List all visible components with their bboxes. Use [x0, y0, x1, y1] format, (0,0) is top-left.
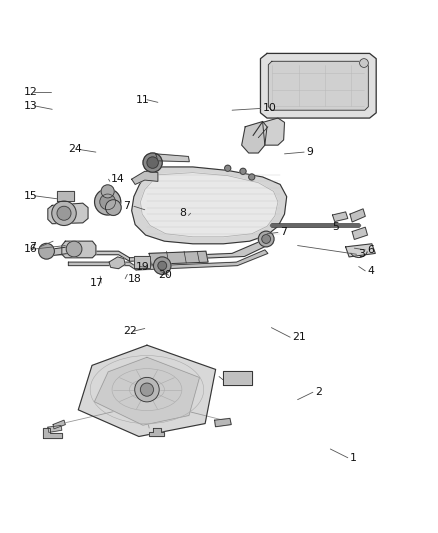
Polygon shape: [132, 167, 287, 244]
Text: 17: 17: [90, 278, 104, 288]
Circle shape: [100, 194, 116, 210]
Polygon shape: [53, 420, 65, 429]
Bar: [57, 191, 74, 201]
Circle shape: [106, 200, 121, 215]
Text: 24: 24: [68, 144, 82, 155]
Polygon shape: [78, 345, 215, 437]
Text: 14: 14: [111, 174, 124, 184]
Polygon shape: [155, 154, 189, 161]
Polygon shape: [132, 171, 158, 184]
Text: 12: 12: [23, 87, 37, 97]
Circle shape: [135, 377, 159, 402]
Text: 22: 22: [123, 326, 137, 336]
Polygon shape: [149, 251, 208, 264]
Polygon shape: [263, 118, 285, 145]
Circle shape: [262, 235, 271, 244]
Text: 7: 7: [280, 228, 287, 237]
Circle shape: [66, 241, 82, 257]
Polygon shape: [242, 122, 267, 153]
Polygon shape: [48, 203, 88, 224]
Circle shape: [258, 231, 274, 247]
Circle shape: [360, 59, 368, 67]
Polygon shape: [43, 247, 73, 256]
Polygon shape: [48, 425, 62, 432]
Text: 15: 15: [23, 191, 37, 201]
Text: 9: 9: [306, 147, 313, 157]
Polygon shape: [95, 357, 199, 425]
Text: 13: 13: [23, 101, 37, 111]
Text: 6: 6: [367, 245, 374, 255]
Polygon shape: [268, 61, 368, 110]
Polygon shape: [141, 173, 278, 237]
Circle shape: [143, 153, 162, 172]
Polygon shape: [68, 262, 136, 270]
Text: 5: 5: [332, 222, 339, 232]
Text: 1: 1: [350, 453, 357, 463]
Polygon shape: [350, 209, 365, 222]
Circle shape: [240, 168, 246, 174]
Text: 11: 11: [136, 95, 150, 104]
Text: 7: 7: [123, 201, 130, 211]
Circle shape: [101, 185, 114, 198]
Polygon shape: [149, 428, 164, 436]
Polygon shape: [352, 227, 367, 239]
Polygon shape: [62, 241, 96, 258]
Text: 10: 10: [263, 103, 276, 114]
Polygon shape: [43, 251, 130, 261]
Bar: [134, 256, 150, 268]
Circle shape: [52, 201, 76, 225]
Text: 7: 7: [29, 242, 36, 252]
Polygon shape: [109, 257, 125, 269]
Polygon shape: [43, 428, 62, 438]
Polygon shape: [332, 212, 348, 222]
Text: 4: 4: [367, 266, 374, 276]
Text: 16: 16: [23, 244, 37, 254]
Circle shape: [158, 261, 166, 270]
Text: 2: 2: [315, 387, 322, 397]
Polygon shape: [130, 240, 274, 261]
Circle shape: [153, 257, 171, 274]
Bar: [223, 372, 252, 385]
Text: 18: 18: [127, 274, 141, 284]
Polygon shape: [261, 53, 376, 118]
Circle shape: [39, 244, 54, 259]
Circle shape: [57, 206, 71, 220]
Polygon shape: [215, 418, 231, 427]
Text: 8: 8: [180, 208, 187, 218]
Circle shape: [249, 174, 255, 180]
Text: 21: 21: [292, 332, 306, 342]
Circle shape: [225, 165, 231, 171]
Polygon shape: [136, 250, 268, 270]
Circle shape: [141, 383, 153, 396]
Circle shape: [147, 157, 158, 168]
Text: 3: 3: [359, 249, 366, 259]
Text: 20: 20: [158, 270, 172, 280]
Polygon shape: [346, 244, 375, 257]
Text: 19: 19: [136, 262, 150, 272]
Circle shape: [95, 189, 121, 215]
